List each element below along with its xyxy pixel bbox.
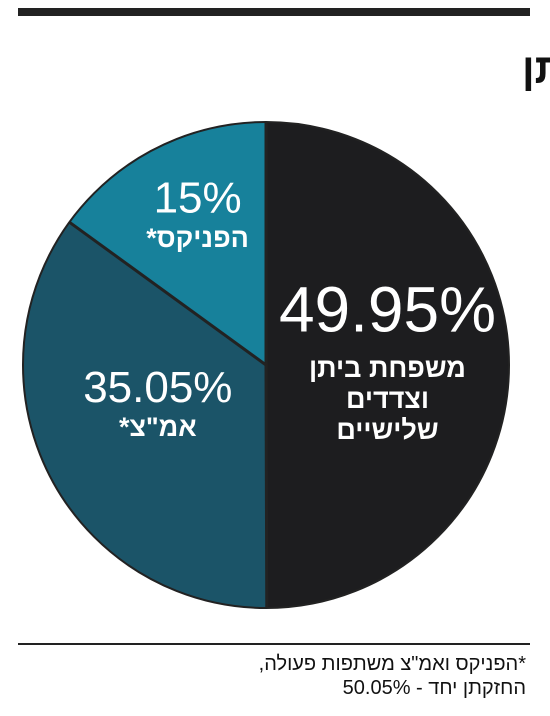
pie: 49.95%משפחת ביתן וצדדים שלישיים 35.05%אמ"… [22,121,510,609]
pie-slice [69,122,266,365]
pie-outline [22,121,510,609]
value-label: 35.05% [83,363,232,412]
chart-title: בעלי המניות ביינות ביתן [522,45,550,92]
value-label: 49.95% [279,274,496,346]
top-rule [18,8,530,16]
slice-name-box: משפחת ביתן וצדדים שלישיים [309,352,466,445]
slice-name: הפניקס* [146,222,249,253]
note-box: *הפניקס ואמ"צ משתפות פעולה, החזקתן יחד -… [258,653,526,699]
slice-name: אמ"צ* [118,412,197,443]
slice-name-box: אמ"צ* [118,412,197,443]
slice-border [264,364,269,609]
value-label: 15% [154,173,242,222]
slice-border [68,220,267,367]
bottom-rule [18,643,530,645]
slice-name: משפחת ביתן וצדדים שלישיים [309,352,466,445]
note: *הפניקס ואמ"צ משתפות פעולה, החזקתן יחד -… [258,653,526,699]
pie-slice [22,222,267,608]
pie-slice [266,122,509,608]
slice-name-box: הפניקס* [146,222,249,253]
